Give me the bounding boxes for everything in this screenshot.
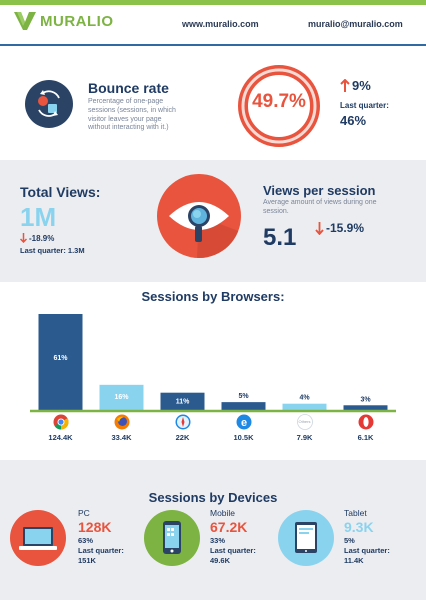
total-views-change-value: -18.9% [29, 233, 55, 243]
pc-icon-circle [10, 510, 66, 566]
device-tablet-percent: 5% [344, 536, 355, 545]
tablet-icon [295, 522, 317, 553]
device-mobile-lq-value: 49.6K [210, 556, 231, 565]
firefox-icon [114, 414, 130, 430]
bounce-ring-inner [241, 68, 317, 144]
header-divider [0, 44, 426, 46]
total-views-title: Total Views: [20, 184, 101, 200]
logo[interactable]: MURALIO [14, 12, 114, 30]
browser-count: 22K [175, 433, 190, 442]
bounce-icon [38, 90, 60, 117]
device-tablet-value: 9.3K [344, 519, 374, 535]
others-icon-label: Others [298, 419, 311, 424]
arrow-up-icon [340, 78, 350, 92]
bounce-title: Bounce rate [88, 80, 169, 96]
logo-mark-icon [14, 12, 36, 30]
bounce-ring [238, 65, 320, 147]
bounce-last-quarter-label: Last quarter: [340, 101, 389, 110]
bar-value-label: 5% [238, 393, 249, 400]
devices-title: Sessions by Devices [148, 490, 278, 505]
website-link[interactable]: www.muralio.com [182, 19, 259, 29]
bar-firefox [99, 384, 144, 410]
bar-value-label: 61% [53, 355, 68, 362]
bar-others [282, 403, 327, 410]
bar-opera [343, 405, 388, 410]
ie-icon: e [236, 414, 252, 430]
bar-chrome [38, 314, 83, 410]
per-session-description: Average amount of views during one sessi… [263, 199, 377, 215]
arrow-down-icon [20, 233, 27, 243]
device-pc-lq-label: Last quarter: [78, 546, 124, 555]
header [0, 5, 426, 45]
bounce-value: 49.7% [252, 91, 306, 112]
opera-icon [358, 414, 374, 430]
browser-count: 124.4K [48, 433, 73, 442]
browser-item-others: Others 7.9K [285, 414, 325, 442]
device-mobile-name: Mobile [210, 508, 236, 518]
device-tablet-lq-value: 11.4K [344, 556, 364, 565]
arrow-down-icon [315, 221, 324, 235]
bar-value-label: 11% [176, 398, 190, 405]
eye-icon [169, 202, 241, 258]
safari-icon [175, 414, 191, 430]
email-link[interactable]: muralio@muralio.com [308, 19, 403, 29]
total-views-value: 1M [20, 202, 57, 232]
others-icon: Others [296, 414, 313, 430]
mobile-icon [163, 521, 181, 554]
bounce-change: 9% [340, 78, 371, 93]
per-session-change-value: -15.9% [326, 221, 365, 235]
bar-value-label: 4% [299, 395, 310, 402]
brand-name: MURALIO [40, 12, 114, 30]
browser-item-firefox: 33.4K [102, 414, 142, 442]
device-pc-name: PC [78, 508, 90, 518]
device-pc-lq-value: 151K [78, 556, 96, 565]
total-views-last-quarter: Last quarter: 1.3M [20, 246, 85, 255]
bar-ie [221, 402, 266, 410]
per-session-title: Views per session [263, 183, 376, 198]
browsers-title: Sessions by Browsers: [141, 289, 285, 304]
mobile-icon-circle [144, 510, 200, 566]
device-tablet-name: Tablet [344, 508, 367, 518]
laptop-icon [19, 527, 57, 550]
browser-item-chrome: 124.4K [41, 414, 81, 442]
browser-item-opera: 6.1K [346, 414, 386, 442]
devices-section [0, 460, 426, 600]
top-accent-bar [0, 0, 426, 5]
per-session-value: 5.1 [263, 224, 297, 251]
browser-count: 6.1K [357, 433, 374, 442]
browser-item-ie: e 10.5K [224, 414, 264, 442]
device-pc-percent: 63% [78, 536, 94, 545]
bounce-change-value: 9% [352, 78, 371, 93]
browser-count: 7.9K [296, 433, 313, 442]
device-mobile-percent: 33% [210, 536, 226, 545]
bounce-last-quarter-value: 46% [340, 113, 367, 128]
tablet-icon-circle [278, 510, 334, 566]
bar-value-label: 3% [360, 396, 371, 403]
bounce-description: Percentage of one-page sessions (session… [88, 98, 176, 132]
browser-count: 10.5K [233, 433, 254, 442]
bar-safari [160, 392, 205, 410]
browsers-bar-chart: 61% 16% 11% 5% 4% 3% [30, 314, 396, 413]
bar-value-label: 16% [114, 394, 129, 401]
browser-item-safari: 22K [163, 414, 203, 442]
svg-text:e: e [240, 417, 246, 429]
device-mobile-value: 67.2K [210, 519, 248, 535]
device-tablet-lq-label: Last quarter: [344, 546, 390, 555]
eye-icon-circle [157, 174, 241, 258]
device-mobile-lq-label: Last quarter: [210, 546, 256, 555]
bounce-icon-circle [25, 80, 73, 128]
per-session-change: -15.9% [315, 221, 364, 235]
total-views-change: -18.9% [20, 233, 54, 243]
chrome-icon [53, 414, 69, 430]
browser-icons-row: 124.4K 33.4K 22K e 10.5K Others 7.9K 6.1K [30, 414, 396, 450]
device-pc-value: 128K [78, 519, 112, 535]
browser-count: 33.4K [111, 433, 132, 442]
